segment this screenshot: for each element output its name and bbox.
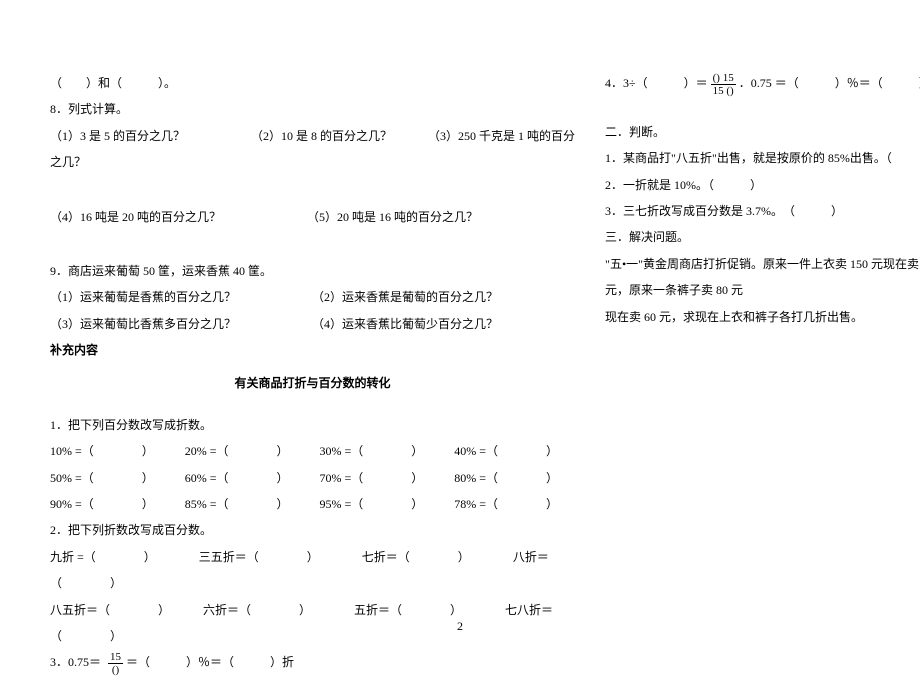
p4a: 4．3÷（ ）＝ [605, 76, 708, 90]
p4: 4．3÷（ ）＝ () 15 15 () ．0.75 ＝（ ）％＝（ ）折 [605, 70, 920, 97]
p2: 2．把下列折数改写成百分数。 [50, 517, 575, 543]
section-2: 二．判断。 [605, 119, 920, 145]
r4e: （ ） [50, 570, 575, 596]
p3a: 3．0.75＝ [50, 655, 101, 669]
r4c: 七折＝（ ） [362, 550, 470, 564]
right-column: 4．3÷（ ）＝ () 15 15 () ．0.75 ＝（ ）％＝（ ）折 二．… [605, 70, 920, 676]
r3a: 90% =（ ） [50, 497, 154, 511]
frac2-den: 15 () [711, 85, 736, 97]
r4: 九折 =（ ） 三五折＝（ ） 七折＝（ ） 八折＝ [50, 544, 575, 570]
frac1-num: 15 [108, 651, 123, 664]
r3: 90% =（ ） 85% =（ ） 95% =（ ） 78% =（ ） [50, 491, 575, 517]
q9-row2: （3）运来葡萄比香蕉多百分之几？ （4）运来香蕉比葡萄少百分之几？ [50, 311, 575, 337]
p4b: ．0.75 ＝（ ）％＝（ ）折 [739, 76, 920, 90]
judge-3: 3．三七折改写成百分数是 3.7%。 （ ） [605, 198, 920, 224]
q9-heading: 9．商店运来葡萄 50 筐，运来香蕉 40 筐。 [50, 258, 575, 284]
q8-3: （3）250 千克是 1 吨的百分 [428, 129, 575, 143]
page-content: （ ）和（ ）。 8．列式计算。 （1）3 是 5 的百分之几？ （2）10 是… [0, 0, 920, 676]
r4a: 九折 =（ ） [50, 550, 156, 564]
section-3: 三．解决问题。 [605, 224, 920, 250]
q8-heading: 8．列式计算。 [50, 96, 575, 122]
r5c: 五折＝（ ） [354, 603, 462, 617]
r3c: 95% =（ ） [320, 497, 424, 511]
r1b: 20% =（ ） [185, 444, 289, 458]
fraction-1: 15 () [108, 651, 123, 676]
r5a: 八五折＝（ ） [50, 603, 170, 617]
q9-2: （2）运来香蕉是葡萄的百分之几？ [312, 290, 498, 304]
q8-4: （4）16 吨是 20 吨的百分之几？ [50, 210, 221, 224]
judge-2: 2．一折就是 10%。（ ） [605, 172, 920, 198]
r3d: 78% =（ ） [454, 497, 558, 511]
fraction-2: () 15 15 () [711, 72, 736, 97]
r2: 50% =（ ） 60% =（ ） 70% =（ ） 80% =（ ） [50, 465, 575, 491]
r4b: 三五折＝（ ） [199, 550, 319, 564]
r5b: 六折＝（ ） [203, 603, 311, 617]
word-1: "五•一"黄金周商店打折促销。原来一件上衣卖 150 元现在卖 120 元，原来… [605, 251, 920, 304]
r1c: 30% =（ ） [320, 444, 424, 458]
r2b: 60% =（ ） [185, 471, 289, 485]
judge-1: 1．某商品打"八五折"出售，就是按原价的 85%出售。（ ） [605, 145, 920, 171]
section-title: 有关商品打折与百分数的转化 [50, 370, 575, 396]
q9-row1: （1）运来葡萄是香蕉的百分之几？ （2）运来香蕉是葡萄的百分之几？ [50, 284, 575, 310]
p3: 3．0.75＝ 15 () ＝（ ）％＝（ ）折 [50, 649, 575, 676]
q9-1: （1）运来葡萄是香蕉的百分之几？ [50, 290, 236, 304]
page-number: 2 [0, 619, 920, 634]
q9-3: （3）运来葡萄比香蕉多百分之几？ [50, 317, 236, 331]
r4d: 八折＝ [513, 550, 549, 564]
q8-row2: （4）16 吨是 20 吨的百分之几？ （5）20 吨是 16 吨的百分之几？ [50, 204, 575, 230]
frac2-num: () 15 [711, 72, 736, 85]
r1: 10% =（ ） 20% =（ ） 30% =（ ） 40% =（ ） [50, 438, 575, 464]
r2a: 50% =（ ） [50, 471, 154, 485]
q8-3b: 之几？ [50, 149, 575, 175]
r1d: 40% =（ ） [454, 444, 558, 458]
supplement-heading: 补充内容 [50, 337, 575, 363]
r2d: 80% =（ ） [454, 471, 558, 485]
r1a: 10% =（ ） [50, 444, 154, 458]
frac1-den: () [108, 664, 123, 676]
q8-2: （2）10 是 8 的百分之几？ [251, 129, 392, 143]
line: （ ）和（ ）。 [50, 70, 575, 96]
q8-5: （5）20 吨是 16 吨的百分之几？ [307, 210, 478, 224]
r5d: 七八折＝ [505, 603, 553, 617]
word-2: 现在卖 60 元，求现在上衣和裤子各打几折出售。 [605, 304, 920, 330]
r2c: 70% =（ ） [320, 471, 424, 485]
left-column: （ ）和（ ）。 8．列式计算。 （1）3 是 5 的百分之几？ （2）10 是… [50, 70, 575, 676]
q8-1: （1）3 是 5 的百分之几？ [50, 129, 185, 143]
q9-4: （4）运来香蕉比葡萄少百分之几？ [312, 317, 498, 331]
q8-row1: （1）3 是 5 的百分之几？ （2）10 是 8 的百分之几？ （3）250 … [50, 123, 575, 149]
p3b: ＝（ ）％＝（ ）折 [126, 655, 294, 669]
p1: 1．把下列百分数改写成折数。 [50, 412, 575, 438]
r3b: 85% =（ ） [185, 497, 289, 511]
